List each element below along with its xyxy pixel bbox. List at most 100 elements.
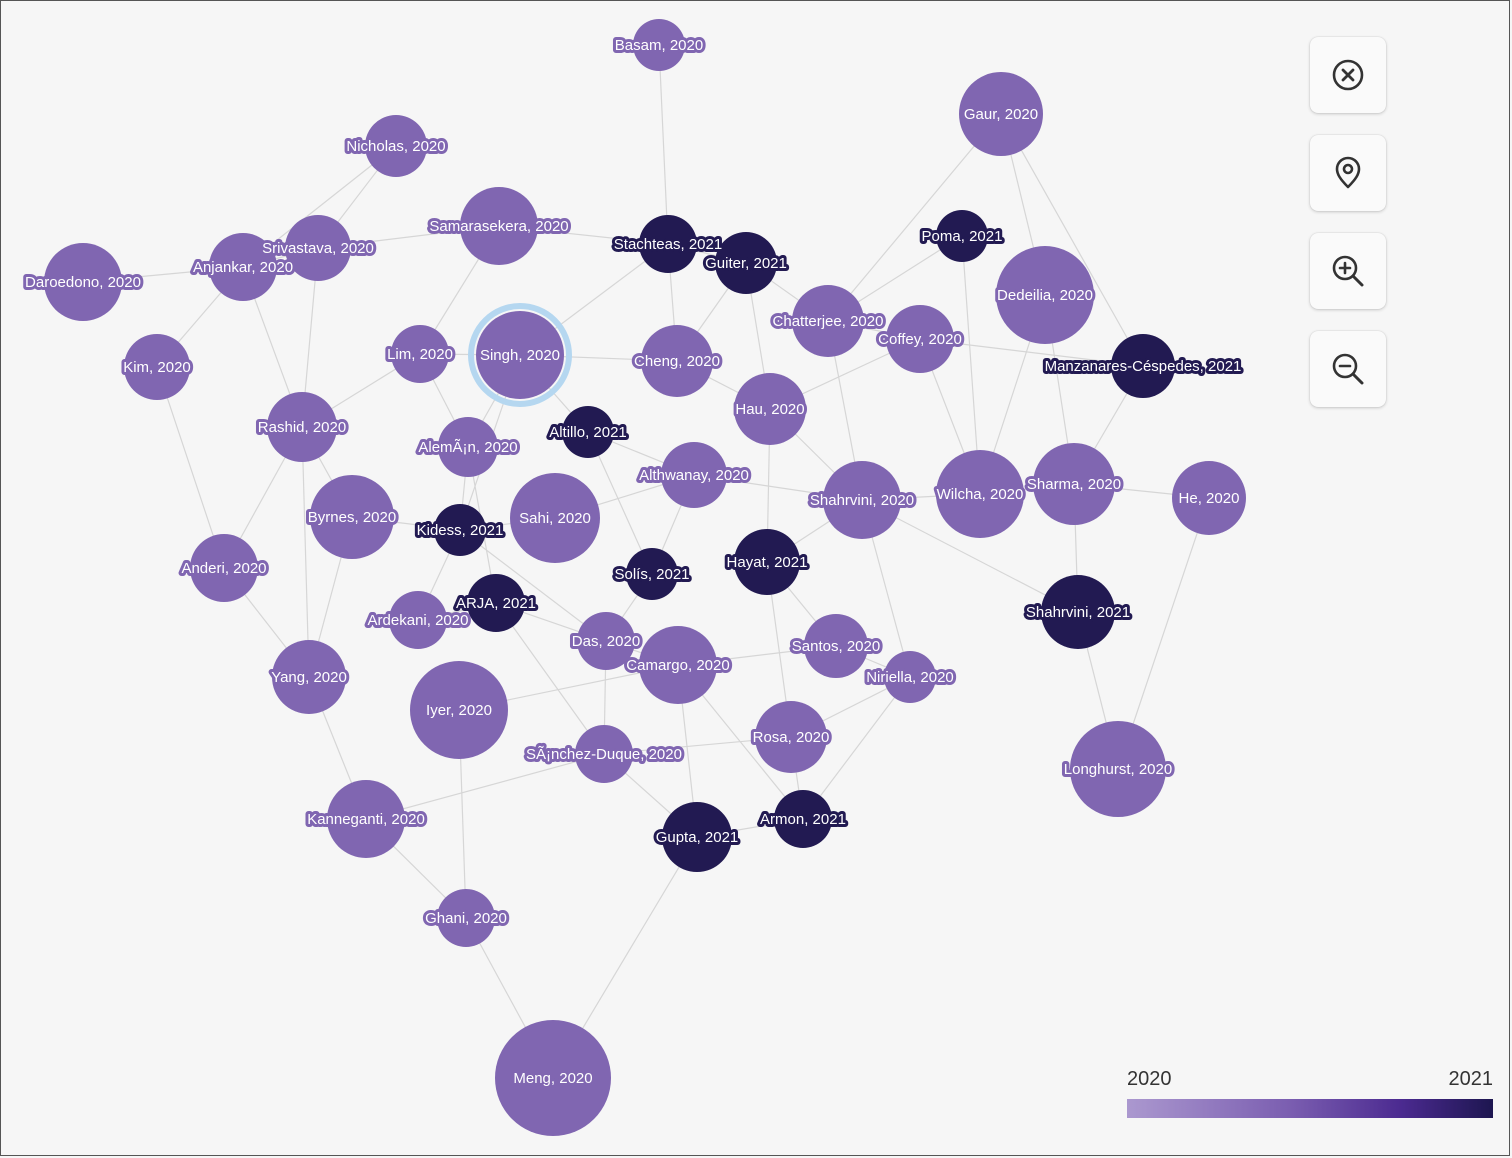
node-nicholas[interactable] xyxy=(365,115,427,177)
node-cheng[interactable] xyxy=(641,325,713,397)
edge-basam-stachteas xyxy=(658,44,669,245)
node-label-aleman: AlemÃ¡n, 2020 xyxy=(418,439,517,456)
node-hau[interactable] xyxy=(734,373,806,445)
node-label-lim: Lim, 2020 xyxy=(387,346,453,363)
node-kim[interactable] xyxy=(124,334,190,400)
node-label-das: Das, 2020 xyxy=(572,633,640,650)
zoom-in-button[interactable] xyxy=(1310,233,1386,309)
node-label-poma: Poma, 2021 xyxy=(922,228,1003,245)
node-daroedono[interactable] xyxy=(44,243,122,321)
node-label-shahrvini2021: Shahrvini, 2021 xyxy=(1026,604,1130,621)
node-anjankar[interactable] xyxy=(209,233,277,301)
node-label-iyer: Iyer, 2020 xyxy=(426,702,492,719)
edge-gaur-manzanares xyxy=(1000,113,1144,367)
node-hayat[interactable] xyxy=(734,529,800,595)
node-samarasekera[interactable] xyxy=(460,187,538,265)
node-label-nicholas: Nicholas, 2020 xyxy=(346,138,445,155)
node-rosa[interactable] xyxy=(755,701,827,773)
zoom-out-button[interactable] xyxy=(1310,331,1386,407)
node-kanneganti[interactable] xyxy=(327,780,405,858)
node-coffey[interactable] xyxy=(886,305,954,373)
node-camargo[interactable] xyxy=(639,626,717,704)
node-srivastava[interactable] xyxy=(285,215,351,281)
node-santos[interactable] xyxy=(804,614,868,678)
node-das[interactable] xyxy=(577,612,635,670)
node-sahi[interactable] xyxy=(510,473,600,563)
node-label-chatterjee: Chatterjee, 2020 xyxy=(773,313,884,330)
year-color-legend: 2020 2021 xyxy=(1127,1068,1493,1118)
node-poma[interactable] xyxy=(936,210,988,262)
node-gupta[interactable] xyxy=(662,802,732,872)
node-manzanares[interactable] xyxy=(1111,334,1175,398)
node-stachteas[interactable] xyxy=(639,215,697,273)
edge-sanchez-kanneganti xyxy=(365,753,605,820)
node-armon[interactable] xyxy=(774,790,832,848)
node-lim[interactable] xyxy=(391,325,449,383)
node-aleman[interactable] xyxy=(438,417,498,477)
graph-controls xyxy=(1310,37,1386,429)
node-wilcha[interactable] xyxy=(936,450,1024,538)
node-label-cheng: Cheng, 2020 xyxy=(634,353,720,370)
edge-rashid-yang xyxy=(301,426,310,678)
node-sharma[interactable] xyxy=(1033,443,1115,525)
edge-kim-anderi xyxy=(156,366,225,569)
node-kidess[interactable] xyxy=(434,504,486,556)
node-shahrvini2020[interactable] xyxy=(823,461,901,539)
nodes-layer: Basam, 2020 Gaur, 2020 Nicholas, 2020 Samar… xyxy=(22,19,1246,1136)
node-label-rashid: Rashid, 2020 xyxy=(258,419,346,436)
locate-button[interactable] xyxy=(1310,135,1386,211)
node-label-wilcha: Wilcha, 2020 xyxy=(937,486,1024,503)
node-anderi[interactable] xyxy=(190,534,258,602)
node-label-meng: Meng, 2020 xyxy=(513,1070,592,1087)
node-sanchez[interactable] xyxy=(575,725,633,783)
node-label-daroedono: Daroedono, 2020 xyxy=(25,274,141,291)
node-label-srivastava: Srivastava, 2020 xyxy=(262,240,374,257)
node-label-sahi: Sahi, 2020 xyxy=(519,510,591,527)
edge-shahrvini2021-shahrvini2020 xyxy=(861,499,1079,613)
zoom-out-icon xyxy=(1332,353,1364,385)
node-label-sanchez: SÃ¡nchez-Duque, 2020 xyxy=(526,746,682,763)
node-singh[interactable] xyxy=(476,311,564,399)
node-label-camargo: Camargo, 2020 xyxy=(626,657,729,674)
node-altillo[interactable] xyxy=(562,406,614,458)
legend-min-label: 2020 xyxy=(1127,1068,1172,1090)
node-label-coffey: Coffey, 2020 xyxy=(878,331,962,348)
node-iyer[interactable] xyxy=(410,661,508,759)
node-ardekani[interactable] xyxy=(389,591,447,649)
node-basam[interactable] xyxy=(633,19,685,71)
node-gaur[interactable] xyxy=(959,72,1043,156)
node-label-shahrvini2020: Shahrvini, 2020 xyxy=(810,492,914,509)
node-highlight-ring xyxy=(468,303,572,407)
node-solis[interactable] xyxy=(626,548,678,600)
node-label-hayat: Hayat, 2021 xyxy=(727,554,808,571)
node-label-kim: Kim, 2020 xyxy=(123,359,191,376)
node-label-manzanares: Manzanares-Céspedes, 2021 xyxy=(1045,358,1242,375)
node-althwanay[interactable] xyxy=(661,442,727,508)
node-rashid[interactable] xyxy=(267,392,337,462)
node-chatterjee[interactable] xyxy=(792,285,864,357)
close-button[interactable] xyxy=(1310,37,1386,113)
edge-arja-sanchez xyxy=(495,602,605,755)
legend-gradient-bar xyxy=(1127,1099,1493,1118)
node-he[interactable] xyxy=(1172,461,1246,535)
node-label-ardekani: Ardekani, 2020 xyxy=(368,612,469,629)
node-yang[interactable] xyxy=(272,640,346,714)
node-label-guiter: Guiter, 2021 xyxy=(705,255,787,272)
node-label-anderi: Anderi, 2020 xyxy=(181,560,266,577)
node-longhurst[interactable] xyxy=(1070,721,1166,817)
node-ghani[interactable] xyxy=(437,889,495,947)
node-guiter[interactable] xyxy=(715,232,777,294)
node-label-dedeilia: Dedeilia, 2020 xyxy=(997,287,1093,304)
node-label-samarasekera: Samarasekera, 2020 xyxy=(429,218,568,235)
node-arja[interactable] xyxy=(467,574,525,632)
node-byrnes[interactable] xyxy=(310,475,394,559)
node-label-hau: Hau, 2020 xyxy=(735,401,804,418)
node-dedeilia[interactable] xyxy=(996,246,1094,344)
node-label-sharma: Sharma, 2020 xyxy=(1027,476,1121,493)
node-shahrvini2021[interactable] xyxy=(1041,575,1115,649)
node-label-gaur: Gaur, 2020 xyxy=(964,106,1038,123)
node-niriella[interactable] xyxy=(884,651,936,703)
node-meng[interactable] xyxy=(495,1020,611,1136)
zoom-in-icon xyxy=(1332,255,1364,287)
